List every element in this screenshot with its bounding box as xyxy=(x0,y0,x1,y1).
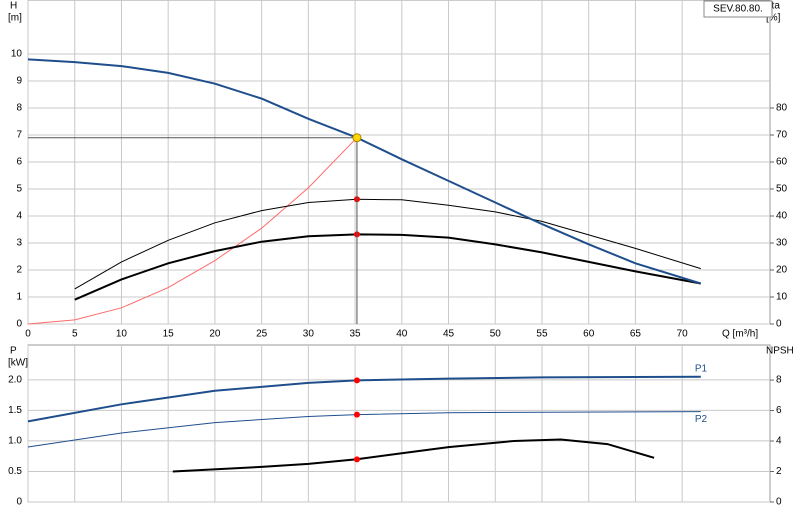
charts: 0 5 10 15 20 25 30 35 40 45 50 55 60 65 70012345678910… xyxy=(8,0,794,508)
y2-tick-label: 60 xyxy=(776,157,788,168)
y2-tick-label: 10 xyxy=(776,292,788,303)
x-tick-label: 10 xyxy=(116,329,128,340)
y2-tick-label: 70 xyxy=(776,130,788,141)
y-tick-label: 8 xyxy=(16,103,22,114)
y2-tick-label: 80 xyxy=(776,103,788,114)
y-tick-label: 7 xyxy=(16,130,22,141)
x-tick-label: 60 xyxy=(583,329,595,340)
y-axis-label: [m] xyxy=(8,13,22,24)
y2-tick-label: 6 xyxy=(776,405,782,416)
model-box xyxy=(703,0,773,18)
y-tick-label: 0.5 xyxy=(8,466,22,477)
y-tick-label: 1.5 xyxy=(8,405,22,416)
y-tick-label: 6 xyxy=(16,157,22,168)
y2-axis-label: eta xyxy=(766,1,780,12)
y-tick-label: 1.0 xyxy=(8,436,22,447)
y2-axis-label: [%] xyxy=(766,13,781,24)
curve xyxy=(74,198,701,290)
y-tick-label: 0 xyxy=(16,319,22,330)
curve xyxy=(74,233,701,301)
curve-label: P1 xyxy=(695,363,708,374)
x-tick-label: 40 xyxy=(396,329,408,340)
x-tick-label: 65 xyxy=(630,329,642,340)
y2-tick-label: 30 xyxy=(776,238,788,249)
y2-tick-label: 50 xyxy=(776,184,788,195)
y-tick-label: 4 xyxy=(16,211,22,222)
curve xyxy=(27,137,358,325)
x-tick-label: 5 xyxy=(72,329,78,340)
x-tick-label: 0 xyxy=(25,329,31,340)
x-tick-label: 15 xyxy=(163,329,175,340)
x-tick-label: 25 xyxy=(256,329,268,340)
y-tick-label: 2 xyxy=(16,265,22,276)
x-tick-label: 45 xyxy=(443,329,455,340)
y2-tick-label: 4 xyxy=(776,436,782,447)
x-tick-label: 20 xyxy=(209,329,221,340)
x-tick-label: 35 xyxy=(350,329,362,340)
y2-tick-label: 8 xyxy=(776,375,782,386)
y-axis-label: H xyxy=(10,1,17,12)
curve xyxy=(27,375,701,423)
x-tick-label: 55 xyxy=(536,329,548,340)
y2-tick-label: 0 xyxy=(776,319,782,330)
y-axis-label: [kW] xyxy=(8,358,28,369)
y2-tick-label: 2 xyxy=(776,466,782,477)
curve-label: P2 xyxy=(695,414,708,425)
y-tick-label: 5 xyxy=(16,184,22,195)
y2-tick-label: 40 xyxy=(776,211,788,222)
model-label: SEV.80.80. xyxy=(713,4,763,15)
operating-point xyxy=(353,377,360,384)
y2-axis-label: NPSH xyxy=(766,346,794,357)
operating-point xyxy=(353,456,360,463)
operating-point xyxy=(352,133,362,143)
y-axis-label: P xyxy=(10,346,17,357)
y-tick-label: 2.0 xyxy=(8,374,22,385)
y2-tick-label: 0 xyxy=(776,497,782,508)
plot-area xyxy=(27,344,771,503)
x-tick-label: 70 xyxy=(677,329,689,340)
x-axis-label: Q [m³/h] xyxy=(722,329,758,340)
y-tick-label: 1 xyxy=(16,292,22,303)
y-tick-label: 9 xyxy=(16,76,22,87)
operating-point xyxy=(353,411,360,418)
y-tick-label: 10 xyxy=(11,49,23,60)
curve xyxy=(27,411,701,448)
y-tick-label: 3 xyxy=(16,238,22,249)
y-tick-label: 0 xyxy=(16,497,22,508)
curve xyxy=(172,438,655,473)
x-tick-label: 50 xyxy=(490,329,502,340)
y2-tick-label: 20 xyxy=(776,265,788,276)
x-tick-label: 30 xyxy=(303,329,315,340)
